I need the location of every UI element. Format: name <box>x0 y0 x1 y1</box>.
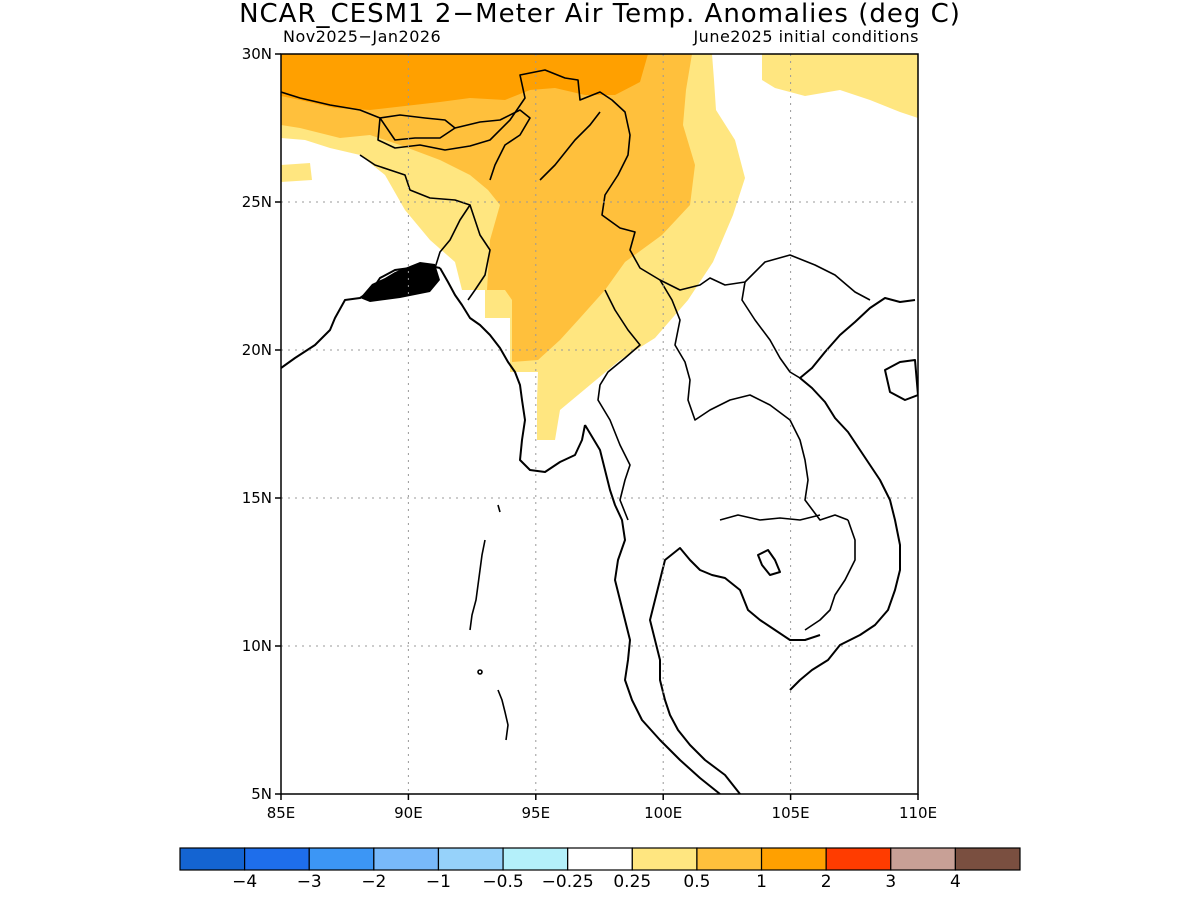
y-axis: 5N 10N 15N 20N 25N 30N <box>242 45 281 803</box>
colorbar-label: 4 <box>949 872 961 892</box>
colorbar-label: −2 <box>361 872 387 892</box>
y-tick-label: 30N <box>242 45 272 63</box>
colorbar-label: 3 <box>885 872 897 892</box>
myanmar-thailand-border <box>597 289 641 521</box>
colorbar-swatch <box>825 847 892 871</box>
bangladesh-border <box>359 154 471 269</box>
country-borders <box>281 69 871 631</box>
colorbar-swatch <box>696 847 763 871</box>
colorbar-swatch <box>308 847 375 871</box>
colorbar-swatch <box>373 847 440 871</box>
colorbar-swatch <box>631 847 698 871</box>
colorbar-label: −1 <box>425 872 451 892</box>
indochina-east-coast <box>789 297 916 691</box>
gridlines <box>281 54 918 794</box>
colorbar-label: −0.5 <box>482 872 524 892</box>
colorbar-label: −3 <box>296 872 322 892</box>
myanmar-china-border <box>539 111 601 181</box>
delta-coast-detail <box>360 262 440 302</box>
hainan-coast <box>884 359 918 401</box>
anomaly-region-1-2 <box>281 54 648 110</box>
anomaly-region-0.25-0.5-east <box>762 54 918 118</box>
map-frame <box>280 53 919 795</box>
colorbar-swatch <box>954 847 1021 871</box>
laos-vietnam-border <box>741 281 801 379</box>
malay-peninsula-west-coast <box>584 424 721 794</box>
colorbar-label: 0.25 <box>613 872 652 892</box>
anomaly-region-0.5-1 <box>281 54 695 362</box>
gulf-of-thailand-coast <box>649 547 821 794</box>
colorbar-swatch <box>890 847 956 871</box>
northeast-india <box>454 109 531 181</box>
colorbar-swatch <box>567 847 633 871</box>
andaman-nicobar-islands <box>469 504 509 741</box>
colorbar <box>179 847 1021 871</box>
y-tick-label: 15N <box>242 489 272 507</box>
x-tick-label: 95E <box>522 804 551 822</box>
y-tick-label: 20N <box>242 341 272 359</box>
india-myanmar-border <box>467 204 491 301</box>
x-tick-label: 85E <box>267 804 296 822</box>
colorbar-label: 1 <box>756 872 767 892</box>
x-tick-label: 110E <box>899 804 937 822</box>
colorbar-swatch <box>244 847 310 871</box>
colorbar-swatch <box>760 847 827 871</box>
x-tick-label: 90E <box>394 804 423 822</box>
map-title: NCAR_CESM1 2−Meter Air Temp. Anomalies (… <box>239 0 961 29</box>
colorbar-label: 0.5 <box>683 872 711 892</box>
laos-border <box>659 279 849 521</box>
thailand-cambodia-border <box>719 514 821 521</box>
bangladesh-myanmar-coast <box>439 267 586 473</box>
x-axis: 85E 90E 95E 100E 105E 110E <box>267 794 937 822</box>
tonle-sap <box>757 549 781 576</box>
colorbar-swatch <box>502 847 569 871</box>
initial-conditions-label: June2025 initial conditions <box>693 27 919 46</box>
y-tick-label: 10N <box>242 637 272 655</box>
himalaya-border <box>281 69 871 301</box>
y-tick-label: 25N <box>242 193 272 211</box>
colorbar-label: 2 <box>820 872 832 892</box>
colorbar-swatch <box>437 847 504 871</box>
cambodia-vietnam-border <box>804 519 856 631</box>
x-tick-label: 105E <box>772 804 810 822</box>
x-tick-label: 100E <box>644 804 682 822</box>
colorbar-label: −4 <box>232 872 258 892</box>
season-label: Nov2025−Jan2026 <box>283 27 442 46</box>
y-tick-label: 5N <box>251 785 272 803</box>
colorbar-label: −0.25 <box>541 872 594 892</box>
colorbar-swatch <box>179 847 246 871</box>
anomaly-region-0.25-0.5-west <box>281 163 312 182</box>
